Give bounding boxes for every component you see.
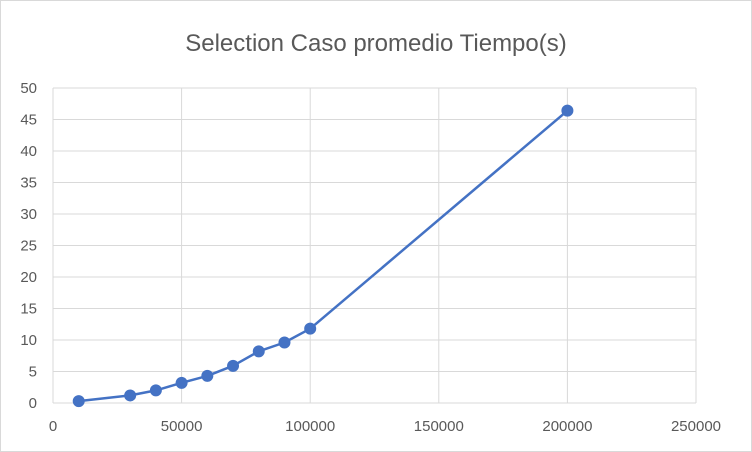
x-tick-label: 250000: [671, 418, 721, 435]
x-axis-tick-labels: 0 50000 100000 150000 200000 250000: [49, 418, 721, 435]
data-point: [201, 369, 214, 382]
y-tick-label: 20: [20, 269, 37, 286]
data-point: [304, 322, 317, 335]
x-tick-label: 200000: [542, 418, 592, 435]
data-point: [124, 389, 137, 402]
y-tick-label: 45: [20, 112, 37, 129]
y-tick-label: 25: [20, 238, 37, 255]
x-tick-label: 150000: [414, 418, 464, 435]
data-point: [227, 359, 240, 372]
data-point: [278, 336, 291, 349]
y-axis-tick-labels: 0 5 10 15 20 25 30 35 40 45 50: [20, 80, 37, 412]
y-tick-label: 30: [20, 206, 37, 223]
y-tick-label: 35: [20, 175, 37, 192]
y-tick-label: 40: [20, 143, 37, 160]
y-tick-label: 50: [20, 80, 37, 97]
series: [72, 104, 574, 408]
y-tick-label: 10: [20, 332, 37, 349]
data-point: [149, 384, 162, 397]
data-point: [252, 345, 265, 358]
gridlines: [52, 87, 697, 404]
y-tick-label: 15: [20, 301, 37, 318]
data-point: [175, 376, 188, 389]
x-tick-label: 0: [49, 418, 57, 435]
chart-title: Selection Caso promedio Tiempo(s): [185, 30, 567, 57]
y-tick-label: 0: [29, 395, 37, 412]
data-point: [561, 104, 574, 117]
x-tick-label: 100000: [285, 418, 335, 435]
y-tick-label: 5: [29, 364, 37, 381]
series-line: [78, 109, 569, 403]
x-tick-label: 50000: [161, 418, 203, 435]
data-point: [72, 395, 85, 408]
